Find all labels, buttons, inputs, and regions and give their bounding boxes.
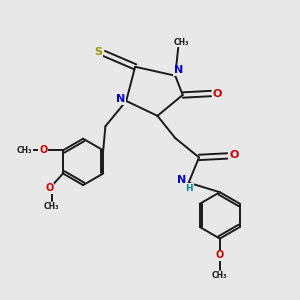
- Text: CH₃: CH₃: [212, 271, 228, 280]
- Text: N: N: [116, 94, 125, 104]
- Text: O: O: [229, 150, 239, 161]
- Text: O: O: [213, 88, 222, 98]
- Text: N: N: [177, 175, 186, 185]
- Text: O: O: [39, 145, 47, 155]
- Text: H: H: [185, 184, 193, 193]
- Text: S: S: [94, 47, 102, 57]
- Text: O: O: [216, 250, 224, 260]
- Text: CH₃: CH₃: [17, 146, 32, 155]
- Text: O: O: [45, 183, 53, 193]
- Text: N: N: [174, 65, 183, 75]
- Text: CH₃: CH₃: [44, 202, 59, 211]
- Text: CH₃: CH₃: [174, 38, 190, 46]
